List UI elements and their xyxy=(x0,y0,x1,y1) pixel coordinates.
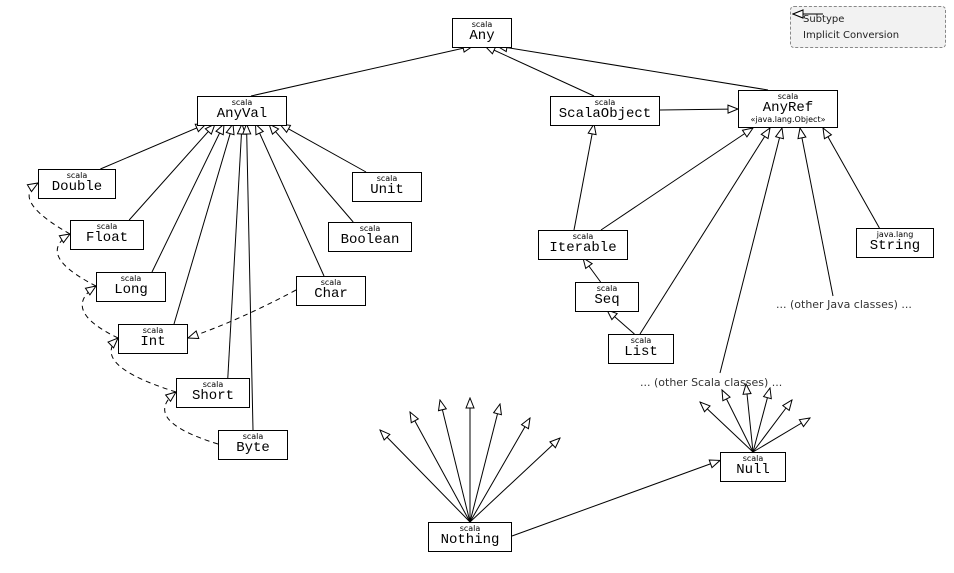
legend-box: Subtype Implicit Conversion xyxy=(790,6,946,48)
node-class: Double xyxy=(45,180,109,195)
node-long: scala Long xyxy=(96,272,166,302)
node-seq: scala Seq xyxy=(575,282,639,312)
node-class: Iterable xyxy=(545,241,621,256)
node-class: Nothing xyxy=(435,533,505,548)
node-float: scala Float xyxy=(70,220,144,250)
node-anyval: scala AnyVal xyxy=(197,96,287,126)
node-scalaobject: scala ScalaObject xyxy=(550,96,660,126)
node-class: Seq xyxy=(582,293,632,308)
node-class: Null xyxy=(727,463,779,478)
legend-row-implicit: Implicit Conversion xyxy=(799,27,937,43)
node-class: ScalaObject xyxy=(557,107,653,122)
node-class: List xyxy=(615,345,667,360)
node-class: Any xyxy=(459,29,505,44)
node-unit: scala Unit xyxy=(352,172,422,202)
node-class: String xyxy=(863,239,927,254)
node-null: scala Null xyxy=(720,452,786,482)
node-class: AnyRef xyxy=(745,101,831,116)
node-double: scala Double xyxy=(38,169,116,199)
node-class: Unit xyxy=(359,183,415,198)
node-class: Int xyxy=(125,335,181,350)
node-class: AnyVal xyxy=(204,107,280,122)
node-class: Short xyxy=(183,389,243,404)
annotation-other-scala: ... (other Scala classes) ... xyxy=(640,376,782,389)
legend-label: Implicit Conversion xyxy=(803,30,899,41)
node-subtitle: «java.lang.Object» xyxy=(745,116,831,124)
legend-arrow-dashed-icon xyxy=(791,7,825,21)
node-class: Long xyxy=(103,283,159,298)
node-class: Char xyxy=(303,287,359,302)
node-char: scala Char xyxy=(296,276,366,306)
annotation-other-java: ... (other Java classes) ... xyxy=(776,298,912,311)
node-class: Boolean xyxy=(335,233,405,248)
node-short: scala Short xyxy=(176,378,250,408)
node-string: java.lang String xyxy=(856,228,934,258)
node-any: scala Any xyxy=(452,18,512,48)
node-nothing: scala Nothing xyxy=(428,522,512,552)
node-class: Byte xyxy=(225,441,281,456)
node-iterable: scala Iterable xyxy=(538,230,628,260)
node-byte: scala Byte xyxy=(218,430,288,460)
node-int: scala Int xyxy=(118,324,188,354)
node-class: Float xyxy=(77,231,137,246)
node-boolean: scala Boolean xyxy=(328,222,412,252)
node-anyref: scala AnyRef «java.lang.Object» xyxy=(738,90,838,128)
node-list: scala List xyxy=(608,334,674,364)
